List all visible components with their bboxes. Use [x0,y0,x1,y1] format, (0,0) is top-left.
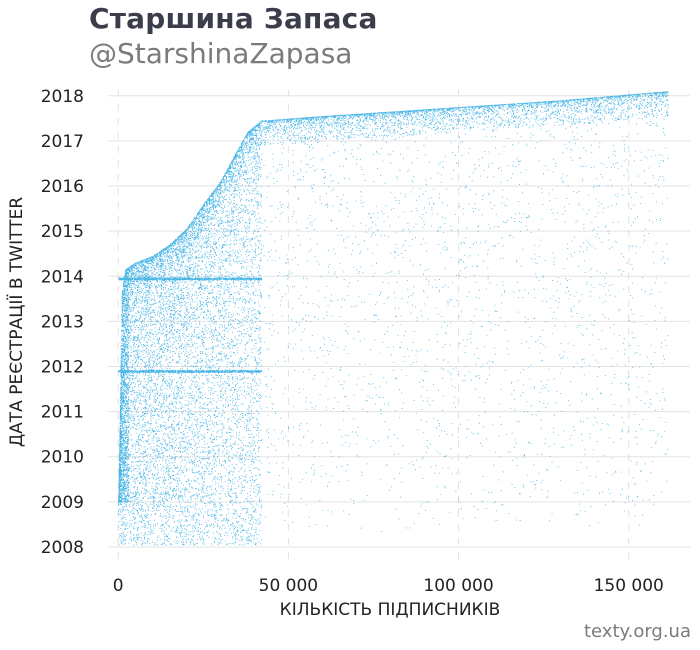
y-tick-label: 2011 [41,403,84,423]
y-tick-label: 2016 [41,177,84,197]
data-points [118,91,669,546]
x-axis-label: КІЛЬКІСТЬ ПІДПИСНИКІВ [280,600,501,620]
chart-title: Старшина Запаса [89,2,378,35]
y-tick-label: 2015 [41,222,84,242]
y-tick-label: 2009 [41,493,84,513]
grid-lines [108,90,690,565]
scatter-points [118,91,669,546]
x-tick-label: 50 000 [259,576,318,596]
x-tick-label: 0 [113,576,124,596]
y-tick-label: 2017 [41,132,84,152]
y-axis-ticks: 2008 2009 2010 2011 2012 2013 2014 2015 2016 2017… [41,87,84,558]
y-tick-label: 2008 [41,538,84,558]
y-tick-label: 2012 [41,357,84,377]
x-tick-label: 100 000 [423,576,493,596]
y-tick-label: 2010 [41,448,84,468]
y-tick-label: 2014 [41,267,84,287]
source-credit: texty.org.ua [583,621,691,642]
y-axis-label: ДАТА РЕЄСТРАЦІЇ В TWITTER [6,197,27,447]
x-axis-ticks: 0 50 000 100 000 150 000 [113,576,664,596]
y-tick-label: 2013 [41,312,84,332]
x-tick-label: 150 000 [594,576,664,596]
chart-subtitle: @StarshinaZapasa [89,37,353,70]
y-tick-label: 2018 [41,87,84,107]
